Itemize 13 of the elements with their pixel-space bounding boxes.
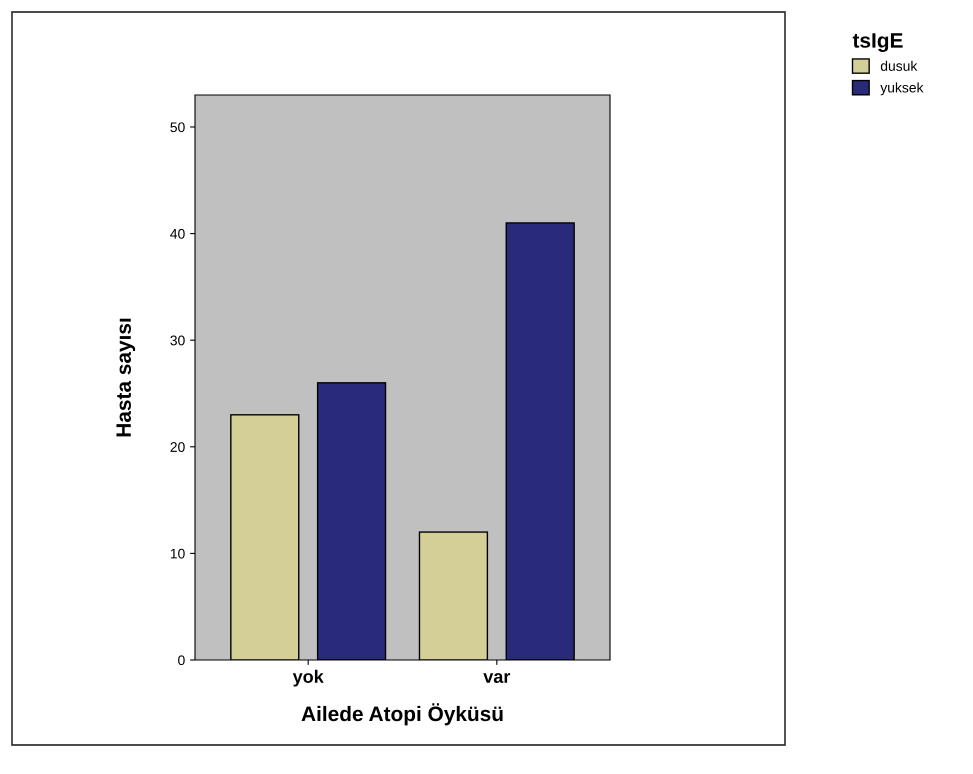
y-tick-label: 30 — [170, 336, 185, 346]
x-axis-title: Ailede Atopi Öyküsü — [302, 703, 503, 726]
x-tick-label: yok — [292, 670, 324, 687]
x-tick-label: var — [483, 673, 510, 683]
y-tick-label: 40 — [170, 228, 185, 239]
legend-title: tsIgE — [852, 33, 903, 52]
y-tick-label: 0 — [178, 655, 185, 666]
legend-label: yuksek — [880, 82, 924, 96]
legend-label: dusuk — [880, 60, 918, 71]
y-axis-title: Hasta sayısı — [116, 318, 136, 436]
y-tick-label: 10 — [170, 548, 185, 559]
y-tick-label: 20 — [170, 442, 185, 452]
y-tick-label: 50 — [170, 122, 185, 132]
